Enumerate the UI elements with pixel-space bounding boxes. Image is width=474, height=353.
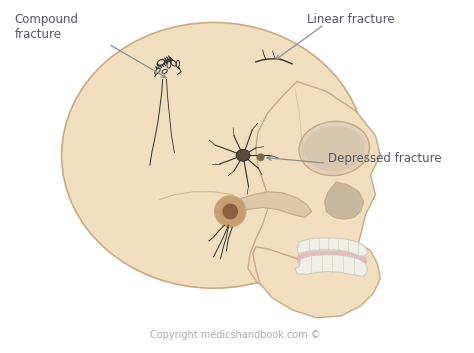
Ellipse shape — [299, 121, 370, 175]
Text: Depressed fracture: Depressed fracture — [328, 152, 442, 165]
Ellipse shape — [155, 68, 160, 74]
Text: Copyright medicshandbook.com ©: Copyright medicshandbook.com © — [150, 330, 320, 340]
Polygon shape — [233, 192, 312, 217]
Ellipse shape — [62, 23, 365, 288]
Circle shape — [215, 196, 246, 227]
Polygon shape — [297, 251, 368, 265]
Ellipse shape — [167, 61, 171, 68]
Circle shape — [257, 153, 264, 161]
Ellipse shape — [157, 60, 164, 65]
Polygon shape — [295, 255, 368, 276]
Ellipse shape — [171, 60, 176, 66]
Ellipse shape — [304, 126, 365, 171]
Polygon shape — [248, 82, 380, 293]
Circle shape — [222, 204, 238, 219]
Polygon shape — [297, 238, 368, 257]
Ellipse shape — [162, 69, 167, 73]
Polygon shape — [325, 182, 364, 219]
Ellipse shape — [236, 149, 250, 161]
Text: Compound
fracture: Compound fracture — [15, 13, 79, 41]
Ellipse shape — [176, 60, 180, 67]
Text: Linear fracture: Linear fracture — [307, 13, 394, 26]
Polygon shape — [253, 244, 380, 318]
